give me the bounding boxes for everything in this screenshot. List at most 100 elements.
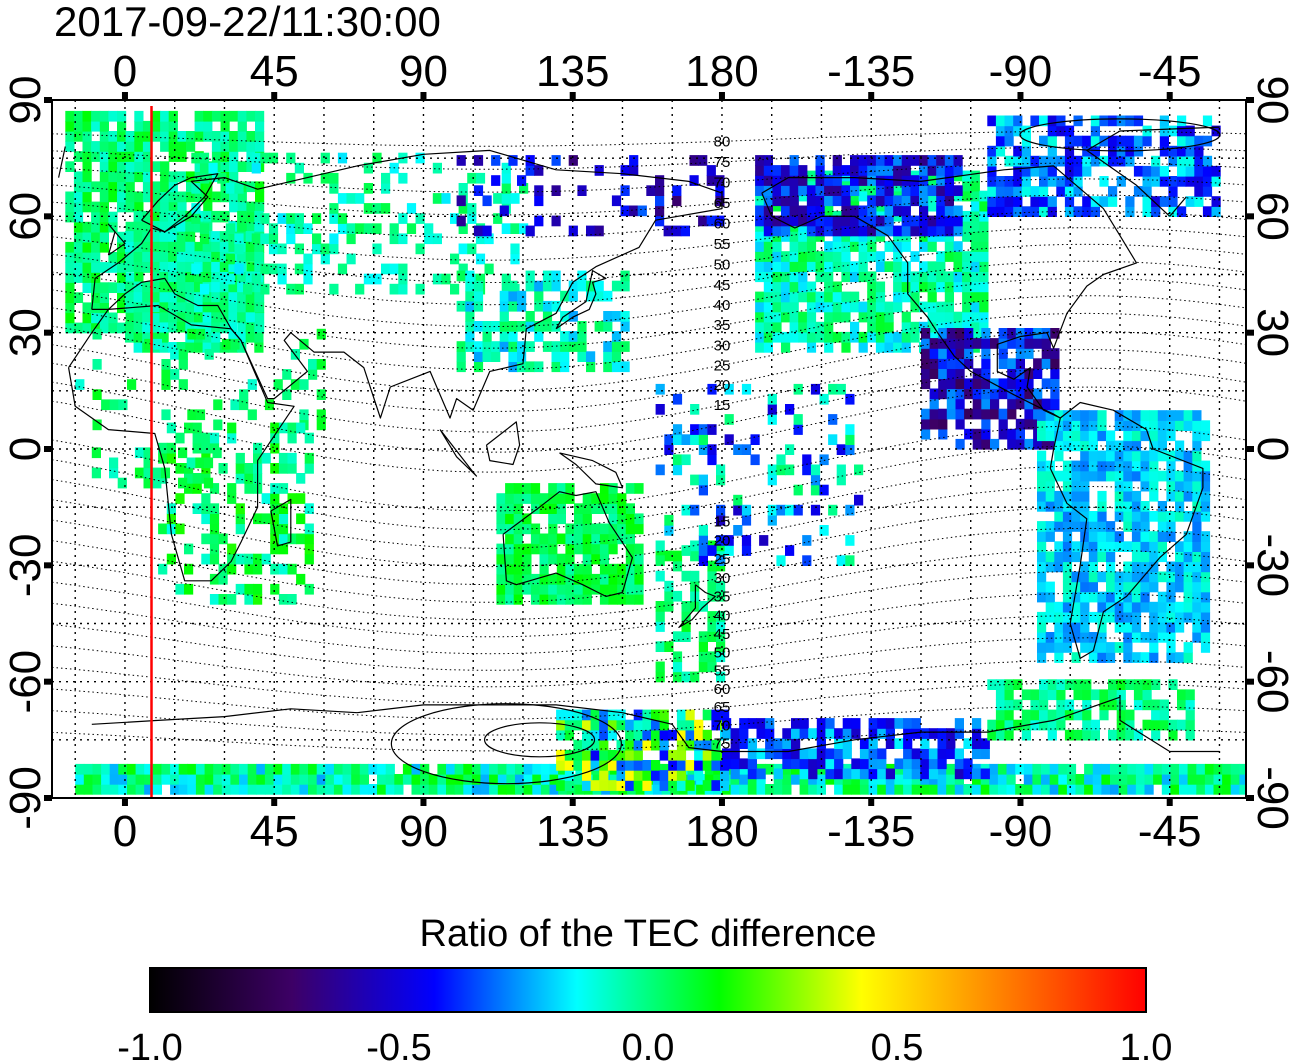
tec-cell: [65, 302, 75, 314]
tec-cell: [799, 758, 809, 770]
tec-cell: [676, 760, 687, 771]
tec-cell: [475, 233, 486, 245]
tec-cell: [1097, 601, 1107, 613]
tec-cell: [1168, 729, 1178, 741]
tec-cell: [540, 774, 551, 785]
tec-cell: [1157, 571, 1167, 583]
tec-cell: [877, 774, 887, 785]
tec-cell: [824, 241, 834, 252]
tec-cell: [1140, 591, 1150, 603]
tec-cell: [99, 110, 109, 122]
tec-cell: [142, 210, 152, 222]
tec-cell: [65, 282, 75, 293]
tec-cell: [772, 301, 782, 313]
tec-cell: [970, 210, 980, 222]
tec-cell: [1149, 430, 1159, 442]
tec-cell: [781, 231, 791, 242]
tec-cell: [970, 261, 980, 272]
tec-cell: [1123, 601, 1133, 613]
tec-cell: [1183, 581, 1193, 593]
tec-cell: [1135, 784, 1146, 795]
tec-cell: [858, 331, 868, 343]
tec-cell: [134, 467, 145, 479]
tec-cell: [525, 165, 535, 176]
tec-cell: [808, 768, 818, 780]
tec-cell: [901, 271, 911, 283]
tec-cell: [972, 728, 982, 739]
tec-cell: [810, 464, 821, 476]
tec-cell: [534, 321, 544, 332]
tec-cell: [1015, 418, 1025, 430]
tec-cell: [1064, 155, 1075, 167]
tec-cell: [841, 251, 851, 262]
tec-cell: [185, 321, 195, 333]
tec-cell: [755, 301, 765, 313]
tec-cell: [282, 763, 292, 775]
tec-cell: [653, 784, 663, 795]
tec-cell: [294, 263, 304, 275]
tec-cell: [1175, 511, 1185, 522]
tec-cell: [995, 145, 1006, 157]
tec-cell: [125, 272, 135, 283]
tec-cell: [175, 463, 185, 474]
tec-cell: [828, 504, 838, 516]
tec-cell: [1056, 709, 1066, 721]
tec-cell: [789, 241, 799, 252]
tec-cell: [806, 251, 817, 262]
tec-cell: [946, 368, 956, 379]
tec-cell: [789, 261, 799, 272]
tec-cell: [1062, 440, 1073, 452]
tec-cell: [676, 749, 687, 761]
tec-cell: [577, 341, 587, 352]
frame-tick: [44, 329, 52, 336]
tec-cell: [834, 758, 844, 770]
tec-cell: [1088, 460, 1098, 472]
tec-cell: [176, 261, 186, 272]
tec-cell: [698, 525, 708, 536]
tec-cell: [260, 152, 270, 164]
tec-cell: [82, 201, 92, 213]
tec-cell: [294, 213, 304, 224]
tec-cell: [620, 341, 630, 352]
tec-cell: [1097, 470, 1107, 482]
tec-cell: [1157, 501, 1167, 512]
tec-cell: [1149, 460, 1159, 472]
tec-cell: [202, 241, 212, 252]
tec-cell: [781, 175, 791, 186]
tec-cell: [304, 432, 314, 444]
tec-cell: [1007, 398, 1017, 410]
tec-cell: [1239, 784, 1246, 795]
tec-cell: [1097, 642, 1107, 653]
tec-cell: [828, 383, 838, 395]
tec-cell: [1133, 689, 1144, 701]
tec-cell: [1202, 176, 1213, 187]
mag-lat-line: [52, 659, 1246, 704]
tec-cell: [642, 739, 652, 751]
tec-cell: [867, 175, 877, 186]
tec-cell: [186, 141, 196, 152]
tec-cell: [1149, 440, 1159, 452]
tec-cell: [763, 175, 773, 186]
tec-cell: [564, 770, 574, 781]
tec-cell: [785, 464, 795, 476]
tec-cell: [496, 563, 506, 575]
tec-cell: [903, 768, 913, 780]
tec-cell: [234, 233, 244, 245]
tec-cell: [901, 155, 911, 166]
tec-cell: [633, 739, 643, 751]
tec-cell: [824, 175, 834, 186]
tec-cell: [73, 322, 84, 334]
tec-cell: [1108, 115, 1118, 127]
tec-cell: [99, 312, 109, 324]
tec-cell: [142, 291, 152, 303]
tec-cell: [944, 165, 954, 176]
tec-cell: [859, 758, 870, 770]
tec-cell: [333, 763, 344, 775]
tec-cell: [1149, 490, 1159, 502]
tec-cell: [303, 253, 313, 265]
tec-cell: [1140, 511, 1150, 522]
tec-cell: [806, 241, 817, 252]
tec-cell: [565, 543, 575, 555]
tec-cell: [246, 141, 256, 152]
